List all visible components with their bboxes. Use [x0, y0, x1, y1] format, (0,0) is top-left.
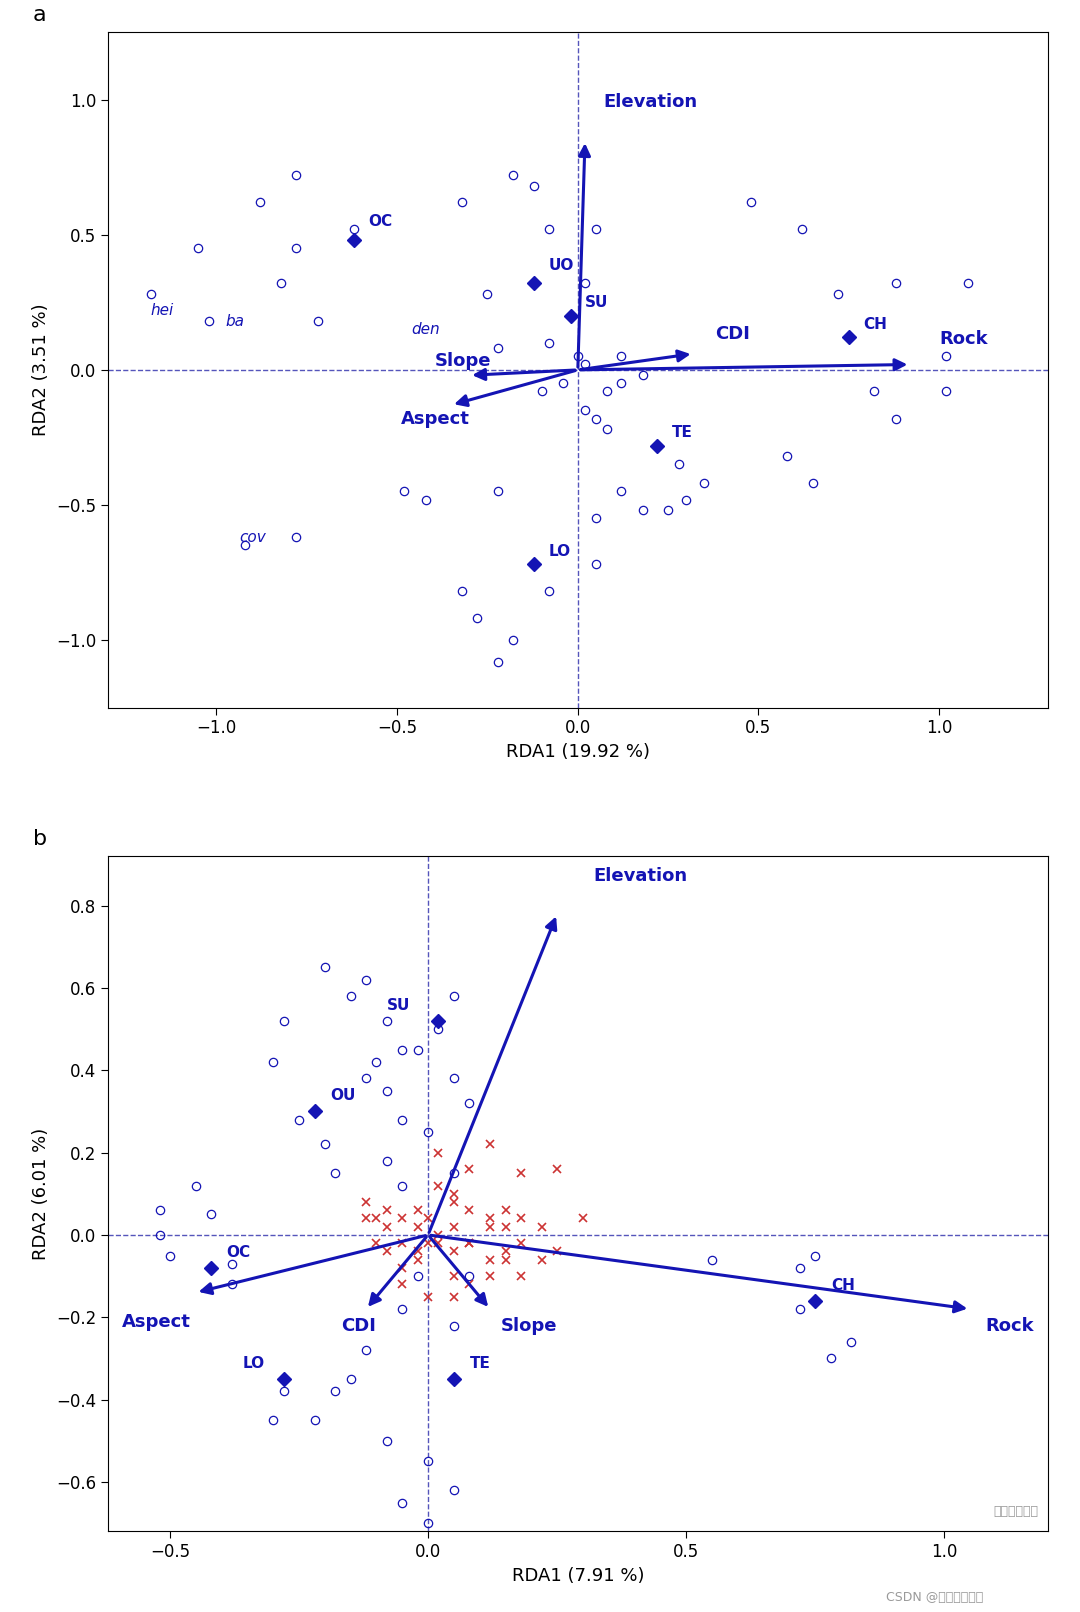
Text: UO: UO — [549, 258, 575, 272]
Text: OC: OC — [227, 1244, 251, 1259]
Text: ba: ba — [225, 314, 244, 329]
Y-axis label: RDA2 (6.01 %): RDA2 (6.01 %) — [32, 1128, 51, 1261]
Text: Rock: Rock — [986, 1317, 1035, 1335]
Text: SU: SU — [585, 295, 608, 311]
Text: b: b — [32, 829, 46, 850]
Y-axis label: RDA2 (3.51 %): RDA2 (3.51 %) — [32, 303, 51, 437]
Text: cov: cov — [239, 530, 266, 545]
Text: Elevation: Elevation — [593, 867, 687, 885]
Text: LO: LO — [549, 543, 571, 559]
Text: Rock: Rock — [940, 330, 988, 348]
Text: TE: TE — [672, 426, 692, 440]
Text: Slope: Slope — [434, 351, 491, 369]
Text: hei: hei — [150, 303, 174, 318]
X-axis label: RDA1 (7.91 %): RDA1 (7.91 %) — [512, 1567, 644, 1585]
Text: SU: SU — [387, 998, 410, 1012]
Text: CH: CH — [863, 318, 887, 332]
Text: Aspect: Aspect — [122, 1314, 190, 1332]
Text: CH: CH — [831, 1278, 854, 1293]
Text: TE: TE — [470, 1356, 490, 1370]
Text: Aspect: Aspect — [401, 411, 470, 429]
Text: Slope: Slope — [500, 1317, 557, 1335]
Text: a: a — [32, 5, 46, 26]
Text: 拓端数据部落: 拓端数据部落 — [994, 1506, 1038, 1519]
Text: den: den — [411, 322, 441, 337]
Text: CSDN @拓端数据部落: CSDN @拓端数据部落 — [886, 1591, 983, 1604]
Text: OU: OU — [330, 1088, 355, 1103]
Text: LO: LO — [242, 1356, 265, 1370]
Text: Elevation: Elevation — [603, 92, 698, 111]
Text: CDI: CDI — [341, 1317, 377, 1335]
Text: CDI: CDI — [715, 326, 750, 343]
Text: OC: OC — [368, 214, 392, 229]
X-axis label: RDA1 (19.92 %): RDA1 (19.92 %) — [505, 743, 650, 761]
